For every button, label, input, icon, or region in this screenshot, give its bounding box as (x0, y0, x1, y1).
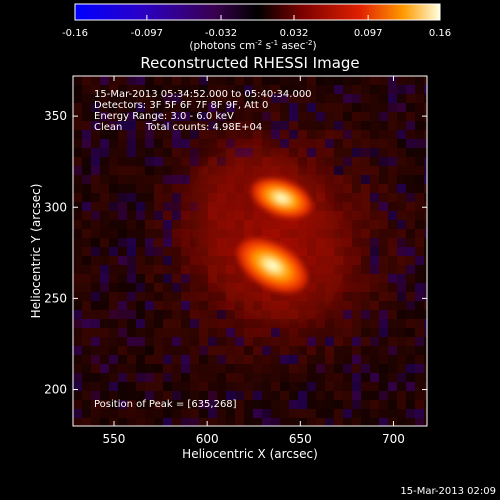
flare-source (237, 238, 308, 293)
x-tick-label: 700 (382, 432, 405, 446)
flare-source (251, 178, 312, 219)
x-axis-label: Heliocentric X (arcsec) (182, 447, 318, 461)
annotation-time-range: 15-Mar-2013 05:34:52.000 to 05:40:34.000 (94, 89, 312, 100)
x-tick-label: 550 (103, 432, 126, 446)
annotation-energy: Energy Range: 3.0 - 6.0 keV (94, 111, 234, 122)
y-tick-label: 250 (44, 291, 67, 305)
colorbar-tick-label: 0.097 (354, 28, 383, 39)
colorbar-ticks: -0.16 -0.097 -0.032 0.032 0.097 0.16 (62, 15, 451, 39)
x-tick-label: 600 (196, 432, 219, 446)
plot-frame (72, 75, 428, 427)
colorbar-tick-label: -0.032 (205, 28, 237, 39)
timestamp: 15-Mar-2013 02:09 (400, 486, 496, 497)
y-tick-label: 300 (44, 200, 67, 214)
y-axis-ticks: 200 250 300 350 (44, 109, 427, 397)
flare-sources (189, 145, 344, 325)
colorbar-tick-label: -0.16 (62, 28, 88, 39)
colorbar-unit-label: (photons cm-2 s-1 asec-2) (189, 39, 316, 52)
chart-title: Reconstructed RHESSI Image (140, 54, 359, 72)
annotation-total-counts: Total counts: 4.98E+04 (145, 122, 262, 133)
annotation-clean: Clean (94, 122, 122, 133)
colorbar-tick-label: 0.16 (429, 28, 451, 39)
colorbar (74, 3, 441, 21)
colorbar-tick-label: 0.032 (280, 28, 309, 39)
x-tick-label: 650 (289, 432, 312, 446)
y-tick-label: 350 (44, 109, 67, 123)
y-axis-label: Heliocentric Y (arcsec) (29, 184, 43, 319)
x-axis-ticks: 550 600 650 700 (103, 76, 405, 446)
colorbar-tick-label: -0.097 (131, 28, 163, 39)
annotation-detectors: Detectors: 3F 5F 6F 7F 8F 9F, Att 0 (94, 100, 268, 111)
heatmap-area (73, 76, 427, 426)
annotation-peak-position: Position of Peak = [635,268] (94, 399, 237, 410)
y-tick-label: 200 (44, 383, 67, 397)
